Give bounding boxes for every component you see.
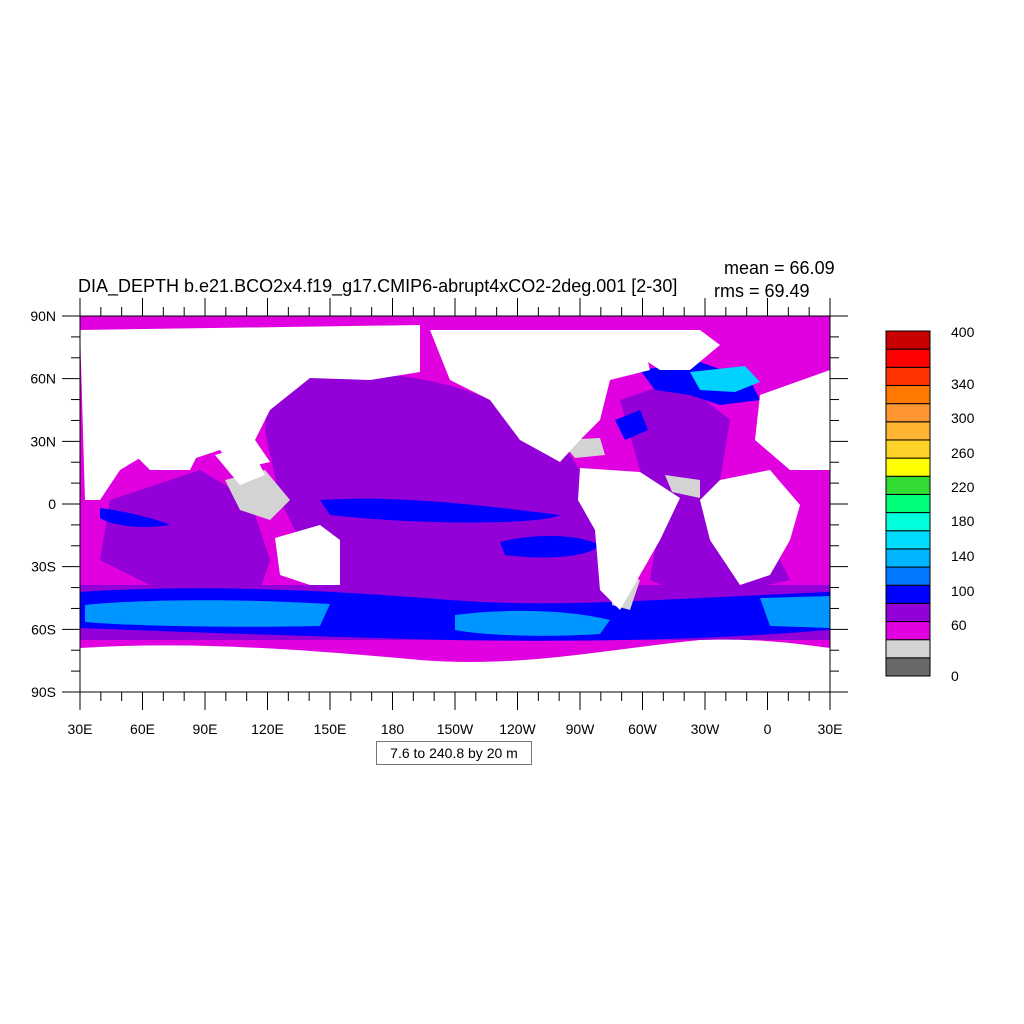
lat-label: 90S — [31, 684, 56, 700]
colorbar-swatch — [885, 657, 931, 677]
colorbar-swatch — [885, 421, 931, 441]
colorbar-label: 220 — [951, 479, 975, 495]
lon-label: 30E — [68, 721, 93, 737]
land-masses — [80, 325, 830, 692]
land-europe — [755, 370, 830, 470]
colorbar-label: 100 — [951, 583, 975, 599]
southern-atlantic-blue — [760, 596, 830, 628]
colorbar-swatch — [885, 512, 931, 532]
lon-label: 90E — [193, 721, 218, 737]
amazon-shelf — [665, 475, 700, 498]
lon-label: 30W — [691, 721, 721, 737]
lon-label: 60W — [628, 721, 658, 737]
colorbar-swatch — [885, 566, 931, 586]
lon-label: 150W — [437, 721, 474, 737]
land-north-america — [430, 330, 650, 462]
colorbar-label: 400 — [951, 324, 975, 340]
indian-blue-patch — [100, 508, 170, 528]
longitude-labels: 30E 60E 90E 120E 150E 180 150W 120W 90W 60W 30W 0 30… — [68, 721, 843, 737]
land-southeast-asia — [215, 445, 265, 485]
mean-stat: mean = 66.09 — [724, 258, 835, 278]
colorbar-swatch — [885, 457, 931, 477]
colorbar-swatch — [885, 584, 931, 604]
southern-lightblue-core — [85, 600, 330, 627]
lon-label: 150E — [314, 721, 347, 737]
land-arabia-india — [120, 420, 200, 470]
colorbar-swatch — [885, 384, 931, 405]
colorbar-swatch — [885, 639, 931, 659]
lat-label: 60N — [30, 371, 56, 387]
colorbar-label: 260 — [951, 445, 975, 461]
colorbar-swatch — [885, 530, 931, 550]
colorbar-swatch — [885, 475, 931, 495]
colorbar-label: 340 — [951, 376, 975, 392]
ocean-field — [80, 316, 830, 692]
colorbar-label: 140 — [951, 548, 975, 564]
indian-deep-region — [100, 470, 270, 590]
lat-label: 0 — [48, 496, 56, 512]
colorbar-swatch — [885, 403, 931, 423]
lon-label: 60E — [130, 721, 155, 737]
lat-label: 60S — [31, 621, 56, 637]
contour-range-label: 7.6 to 240.8 by 20 m — [376, 741, 532, 765]
colorbar-label: 180 — [951, 513, 975, 529]
plot-title: DIA_DEPTH b.e21.BCO2x4.f19_g17.CMIP6-abr… — [78, 276, 678, 296]
pacific-eq-blue — [320, 498, 560, 523]
lon-label: 180 — [381, 721, 405, 737]
pacific-blue-patch — [500, 535, 600, 558]
lon-label: 0 — [764, 721, 772, 737]
labrador-blue — [615, 410, 648, 440]
lat-label: 30S — [31, 559, 56, 575]
land-south-america — [578, 468, 680, 610]
lon-label: 90W — [566, 721, 596, 737]
colorbar-label: 60 — [951, 617, 967, 633]
lat-label: 90N — [30, 308, 56, 324]
colorbar-swatch — [885, 548, 931, 568]
land-australia — [275, 525, 340, 585]
southern-lightblue-core-2 — [455, 610, 610, 636]
lat-label: 30N — [30, 433, 56, 449]
colorbar-label: 0 — [951, 668, 959, 684]
colorbar-swatch — [885, 348, 931, 368]
colorbar-swatch — [885, 366, 931, 386]
colorbar-swatch — [885, 602, 931, 623]
latitude-labels: 90N 60N 30N 0 30S 60S 90S — [30, 308, 56, 700]
lon-label: 120E — [251, 721, 284, 737]
colorbar-label: 300 — [951, 410, 975, 426]
axis-ticks — [62, 298, 848, 710]
land-greenland — [620, 330, 720, 370]
land-eurasia-africa — [80, 325, 420, 500]
colorbar-swatch — [885, 621, 931, 641]
lon-label: 30E — [818, 721, 843, 737]
lon-label: 120W — [499, 721, 536, 737]
rms-stat: rms = 69.49 — [714, 281, 810, 301]
colorbar-swatch — [885, 493, 931, 514]
colorbar-swatch — [885, 330, 931, 350]
colorbar-swatch — [885, 439, 931, 459]
land-africa-east — [700, 470, 800, 585]
colorbar — [885, 330, 931, 677]
north-atlantic-cyan — [690, 366, 760, 392]
land-antarctica — [80, 639, 830, 692]
